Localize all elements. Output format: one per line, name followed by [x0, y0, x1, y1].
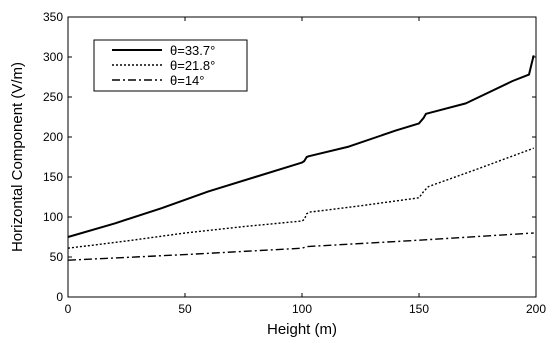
- legend-label-1: θ=33.7°: [170, 43, 215, 58]
- legend-label-3: θ=14°: [170, 73, 204, 88]
- x-tick-label: 100: [292, 302, 312, 316]
- y-axis-title: Horizontal Component (V/m): [9, 62, 26, 252]
- y-tick-label: 50: [50, 250, 64, 264]
- legend-box: [93, 39, 248, 92]
- y-tick-label: 100: [43, 210, 63, 224]
- series-line-2: [67, 147, 534, 249]
- series-line-3: [67, 232, 534, 261]
- y-tick-label: 300: [43, 50, 63, 64]
- series-line-1: [67, 55, 535, 238]
- y-tick-label: 200: [43, 130, 63, 144]
- y-tick-label: 150: [43, 170, 63, 184]
- legend-label-2: θ=21.8°: [170, 58, 215, 73]
- y-tick-label: 350: [43, 10, 63, 24]
- x-tick-label: 200: [526, 302, 546, 316]
- x-tick-label: 150: [409, 302, 429, 316]
- x-tick-label: 0: [65, 302, 72, 316]
- y-tick-label: 0: [56, 290, 63, 304]
- x-axis-title: Height (m): [267, 321, 337, 338]
- x-tick-label: 50: [178, 302, 192, 316]
- y-tick-label: 250: [43, 90, 63, 104]
